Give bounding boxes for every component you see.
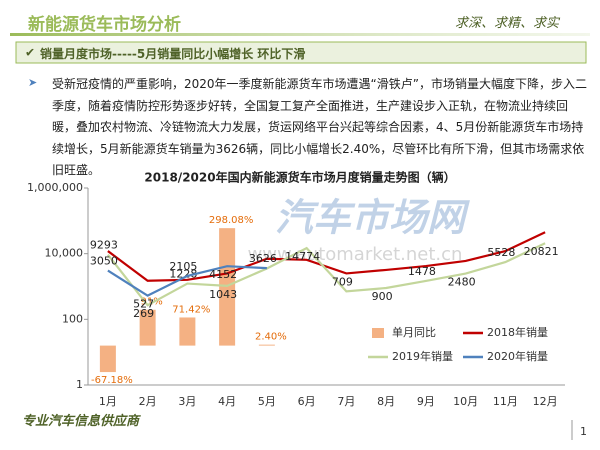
legend-label: 单月同比 — [392, 326, 436, 339]
check-icon: ✔ — [25, 46, 35, 60]
x-tick-label: 1月 — [99, 395, 117, 408]
x-tick-label: 9月 — [417, 395, 435, 408]
data-label: 20821 — [524, 245, 559, 258]
y-tick-label: 10,000 — [45, 247, 84, 260]
data-label: 527 — [133, 298, 154, 311]
x-tick-label: 2月 — [139, 395, 157, 408]
y-tick-label: 1,000,000 — [27, 181, 83, 194]
data-label: 2480 — [448, 276, 476, 289]
page-number: 1 — [580, 425, 587, 438]
data-label: 2105 — [169, 260, 197, 273]
bar — [139, 309, 156, 346]
data-label: 1478 — [408, 265, 436, 278]
x-tick-label: 6月 — [298, 395, 316, 408]
legend-box — [362, 320, 562, 372]
legend-swatch — [372, 328, 384, 338]
data-label: 269 — [133, 307, 154, 320]
legend-label: 2020年销量 — [487, 349, 548, 363]
data-label: 709 — [332, 275, 353, 288]
watermark: 汽车市场网 — [275, 196, 470, 240]
x-tick-label: 3月 — [178, 395, 196, 408]
data-label: 900 — [372, 290, 393, 303]
data-label: 3626 — [249, 252, 277, 265]
data-label: 71.42% — [172, 304, 210, 315]
x-tick-label: 8月 — [377, 395, 395, 408]
series-line — [107, 265, 267, 297]
header-rule — [10, 33, 590, 36]
footer-text: 专业汽车信息供应商 — [22, 414, 140, 429]
data-label: -67.18% — [91, 375, 133, 386]
series-line — [107, 242, 546, 307]
data-label: 2.40% — [255, 332, 287, 343]
x-tick-label: 11月 — [493, 395, 518, 408]
subtitle: 销量月度市场-----5月销量同比小幅增长 环比下滑 — [40, 47, 306, 61]
data-label: 3050 — [90, 255, 118, 268]
data-label: 14774 — [285, 250, 320, 263]
paragraph: 受新冠疫情的严重影响，2020年一季度新能源货车市场遭遇“滑铁卢”，市场销量大幅… — [52, 77, 587, 177]
chart-title: 2018/2020年国内新能源货车市场月度销量走势图（辆） — [144, 170, 455, 185]
header-title: 新能源货车市场分析 — [28, 15, 181, 35]
y-tick-label: 1 — [76, 378, 83, 391]
x-tick-label: 4月 — [218, 395, 236, 408]
legend-label: 2019年销量 — [392, 349, 453, 363]
subtitle-box — [15, 41, 587, 64]
x-tick-label: 12月 — [533, 395, 558, 408]
bar — [258, 344, 275, 346]
y-tick-label: 100 — [62, 312, 83, 325]
data-label: 9293 — [90, 239, 118, 252]
data-label: 1228 — [169, 268, 197, 281]
data-label: 4152 — [209, 268, 237, 281]
x-tick-label: 7月 — [337, 395, 355, 408]
data-label: 1043 — [209, 288, 237, 301]
slogan: 求深、求精、求实 — [455, 16, 560, 31]
data-label: 5528 — [487, 246, 515, 259]
x-tick-label: 10月 — [453, 395, 478, 408]
data-label: 298.08% — [209, 215, 254, 226]
bar — [99, 345, 116, 373]
bullet: ➤ — [28, 76, 37, 89]
x-tick-label: 5月 — [258, 395, 276, 408]
legend-label: 2018年销量 — [487, 325, 548, 339]
bar — [179, 317, 196, 346]
